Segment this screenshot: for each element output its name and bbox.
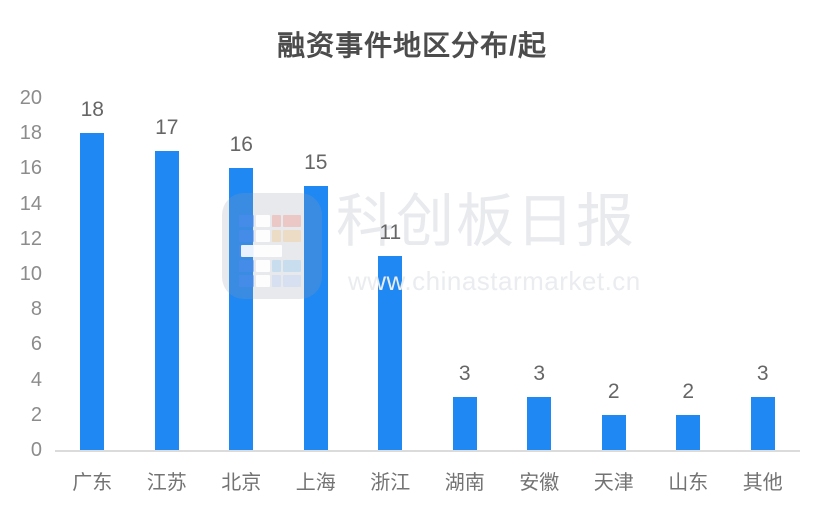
x-label-天津: 天津 <box>593 472 634 494</box>
x-axis-line <box>55 450 800 452</box>
x-label-浙江: 浙江 <box>370 472 411 494</box>
bar-湖南 <box>452 397 477 450</box>
value-label: 16 <box>229 133 253 157</box>
x-label-上海: 上海 <box>295 472 336 494</box>
y-tick-label: 2 <box>30 403 42 426</box>
y-tick-label: 16 <box>19 157 42 180</box>
value-label: 15 <box>304 151 328 174</box>
bar-广东 <box>80 133 105 450</box>
value-label: 2 <box>682 379 695 403</box>
y-tick-label: 14 <box>19 192 42 215</box>
value-label: 3 <box>458 362 471 386</box>
bar-天津 <box>601 414 626 450</box>
value-label: 18 <box>80 98 104 122</box>
y-tick-label: 0 <box>30 439 42 461</box>
value-label: 3 <box>756 362 769 386</box>
y-tick-label: 4 <box>30 368 42 391</box>
value-label: 2 <box>607 379 620 403</box>
y-tick-label: 20 <box>19 87 42 109</box>
value-label: 17 <box>155 115 179 139</box>
value-label: 3 <box>533 362 546 386</box>
y-tick-label: 6 <box>30 333 42 356</box>
x-label-广东: 广东 <box>72 472 113 494</box>
bar-其他 <box>750 397 775 450</box>
bar-浙江 <box>378 256 403 450</box>
chart-title: 融资事件地区分布/起 <box>277 30 547 61</box>
x-label-北京: 北京 <box>221 472 262 494</box>
bar-安徽 <box>527 397 552 450</box>
bar-江苏 <box>154 150 179 450</box>
y-tick-label: 10 <box>19 263 42 285</box>
bar-上海 <box>303 186 328 450</box>
x-label-安徽: 安徽 <box>519 472 560 494</box>
bar-山东 <box>676 414 701 450</box>
x-label-湖南: 湖南 <box>444 472 485 494</box>
x-label-其他: 其他 <box>742 472 783 494</box>
y-tick-label: 12 <box>19 227 42 250</box>
y-tick-label: 8 <box>30 298 42 321</box>
value-label: 11 <box>379 221 402 245</box>
x-label-江苏: 江苏 <box>146 472 187 494</box>
y-tick-label: 18 <box>19 122 42 145</box>
x-label-山东: 山东 <box>668 472 709 494</box>
bar-北京 <box>229 168 254 450</box>
